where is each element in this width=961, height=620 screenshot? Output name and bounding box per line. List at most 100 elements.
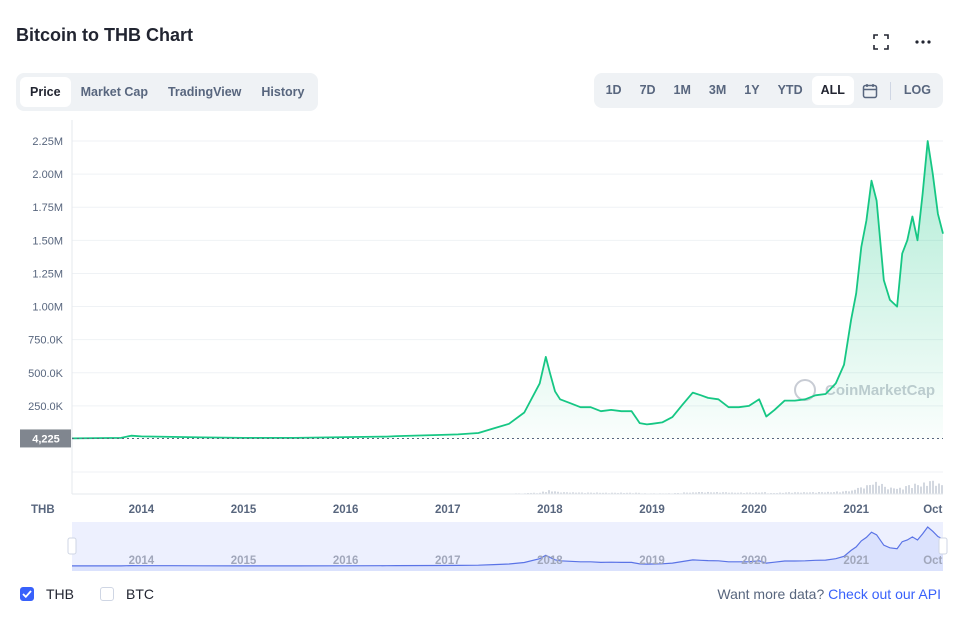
y-tick-label: 750.0K — [28, 335, 64, 347]
btc-checkbox[interactable] — [100, 587, 114, 601]
volume-bar — [728, 492, 730, 494]
price-chart[interactable]: 250.0K 500.0K 750.0K 1.00M 1.25M 1.50M 1.75M 2.… — [0, 120, 961, 580]
range-selector: 1D 7D 1M 3M 1Y YTD ALL LOG — [593, 73, 943, 108]
volume-bar — [581, 492, 583, 494]
volume-bar — [548, 490, 550, 494]
range-1d[interactable]: 1D — [605, 83, 622, 97]
y-tick-label: 1.00M — [32, 302, 63, 314]
volume-bar — [935, 485, 937, 494]
volume-bar — [821, 492, 823, 494]
x-tick-label: 2019 — [639, 504, 665, 516]
navigator-tick-label: 2020 — [741, 555, 767, 567]
tab-price[interactable]: Price — [20, 77, 71, 107]
current-value-label: 4,225 — [32, 433, 60, 445]
current-value-badge — [20, 429, 71, 448]
volume-bar — [770, 492, 772, 494]
volume-bar — [617, 492, 619, 494]
navigator-tick-label: 2021 — [843, 555, 869, 567]
navigator-handle-left[interactable] — [67, 537, 77, 555]
volume-bar — [620, 492, 622, 494]
volume-bar — [890, 487, 892, 494]
volume-bar — [758, 492, 760, 494]
volume-bar — [590, 492, 592, 494]
x-tick-label: 2018 — [537, 504, 563, 516]
y-tick-label: 250.0K — [28, 401, 64, 413]
log-toggle[interactable]: LOG — [903, 83, 931, 97]
volume-bar — [842, 491, 844, 494]
volume-bar — [539, 492, 541, 494]
volume-bar — [938, 483, 940, 494]
thb-checkbox[interactable] — [20, 587, 34, 601]
volume-bar — [695, 492, 697, 494]
volume-bar — [920, 486, 922, 494]
volume-bar — [545, 492, 547, 494]
volume-bar — [881, 483, 883, 494]
volume-bar — [689, 492, 691, 494]
currency-label: THB — [31, 504, 55, 516]
volume-bar — [638, 492, 640, 494]
navigator-tick-label: 2014 — [129, 555, 155, 567]
volume-bar — [707, 491, 709, 494]
volume-bar — [743, 492, 745, 494]
volume-bar — [575, 492, 577, 494]
volume-bar — [782, 492, 784, 494]
range-7d[interactable]: 7D — [639, 83, 656, 97]
volume-bar — [737, 492, 739, 494]
volume-bar — [698, 491, 700, 494]
page-title: Bitcoin to THB Chart — [16, 25, 193, 45]
volume-bar — [803, 492, 805, 494]
volume-bar — [587, 492, 589, 494]
volume-bar — [875, 481, 877, 494]
volume-bar — [683, 492, 685, 494]
navigator-handle-right[interactable] — [938, 537, 948, 555]
volume-bar — [857, 487, 859, 494]
volume-bar — [542, 491, 544, 494]
volume-bar — [560, 492, 562, 494]
legend-thb[interactable]: THB — [20, 586, 74, 602]
volume-bar — [809, 492, 811, 494]
volume-bar — [599, 492, 601, 494]
volume-bar — [692, 492, 694, 494]
volume-bar — [845, 490, 847, 494]
volume-bar — [566, 492, 568, 494]
legend-btc[interactable]: BTC — [100, 586, 154, 602]
range-1m[interactable]: 1M — [673, 83, 691, 97]
volume-bar — [551, 491, 553, 494]
volume-bar — [734, 492, 736, 494]
legend-btc-label: BTC — [126, 586, 154, 602]
volume-bar — [602, 492, 604, 494]
volume-bar — [923, 482, 925, 494]
range-all[interactable]: ALL — [811, 76, 854, 105]
more-dots-icon[interactable] — [913, 32, 933, 52]
volume-bar — [701, 492, 703, 494]
volume-bar — [764, 492, 766, 494]
volume-bar — [563, 492, 565, 494]
range-3m[interactable]: 3M — [708, 83, 727, 97]
x-tick-label: 2015 — [231, 504, 257, 516]
volume-bar — [752, 492, 754, 494]
fullscreen-icon[interactable] — [871, 32, 891, 52]
volume-bar — [827, 491, 829, 494]
api-link[interactable]: Check out our API — [828, 586, 941, 602]
volume-bar — [911, 488, 913, 494]
api-promo-text: Want more data? — [717, 586, 825, 602]
volume-bar — [530, 492, 532, 494]
tab-market-cap[interactable]: Market Cap — [80, 85, 148, 99]
volume-bar — [914, 483, 916, 494]
volume-bar — [884, 486, 886, 494]
tab-history[interactable]: History — [261, 85, 305, 99]
volume-bar — [629, 492, 631, 494]
tab-tradingview[interactable]: TradingView — [167, 85, 242, 99]
volume-bar — [896, 488, 898, 494]
range-1y[interactable]: 1Y — [744, 83, 760, 97]
volume-bar — [887, 489, 889, 494]
volume-bar — [872, 484, 874, 494]
y-tick-label: 2.25M — [32, 136, 63, 148]
volume-bar — [713, 492, 715, 494]
range-ytd[interactable]: YTD — [777, 83, 803, 97]
volume-bar — [818, 492, 820, 494]
calendar-icon[interactable] — [854, 76, 886, 105]
volume-bar — [833, 492, 835, 494]
volume-bar — [863, 488, 865, 494]
navigator-area — [72, 527, 943, 571]
